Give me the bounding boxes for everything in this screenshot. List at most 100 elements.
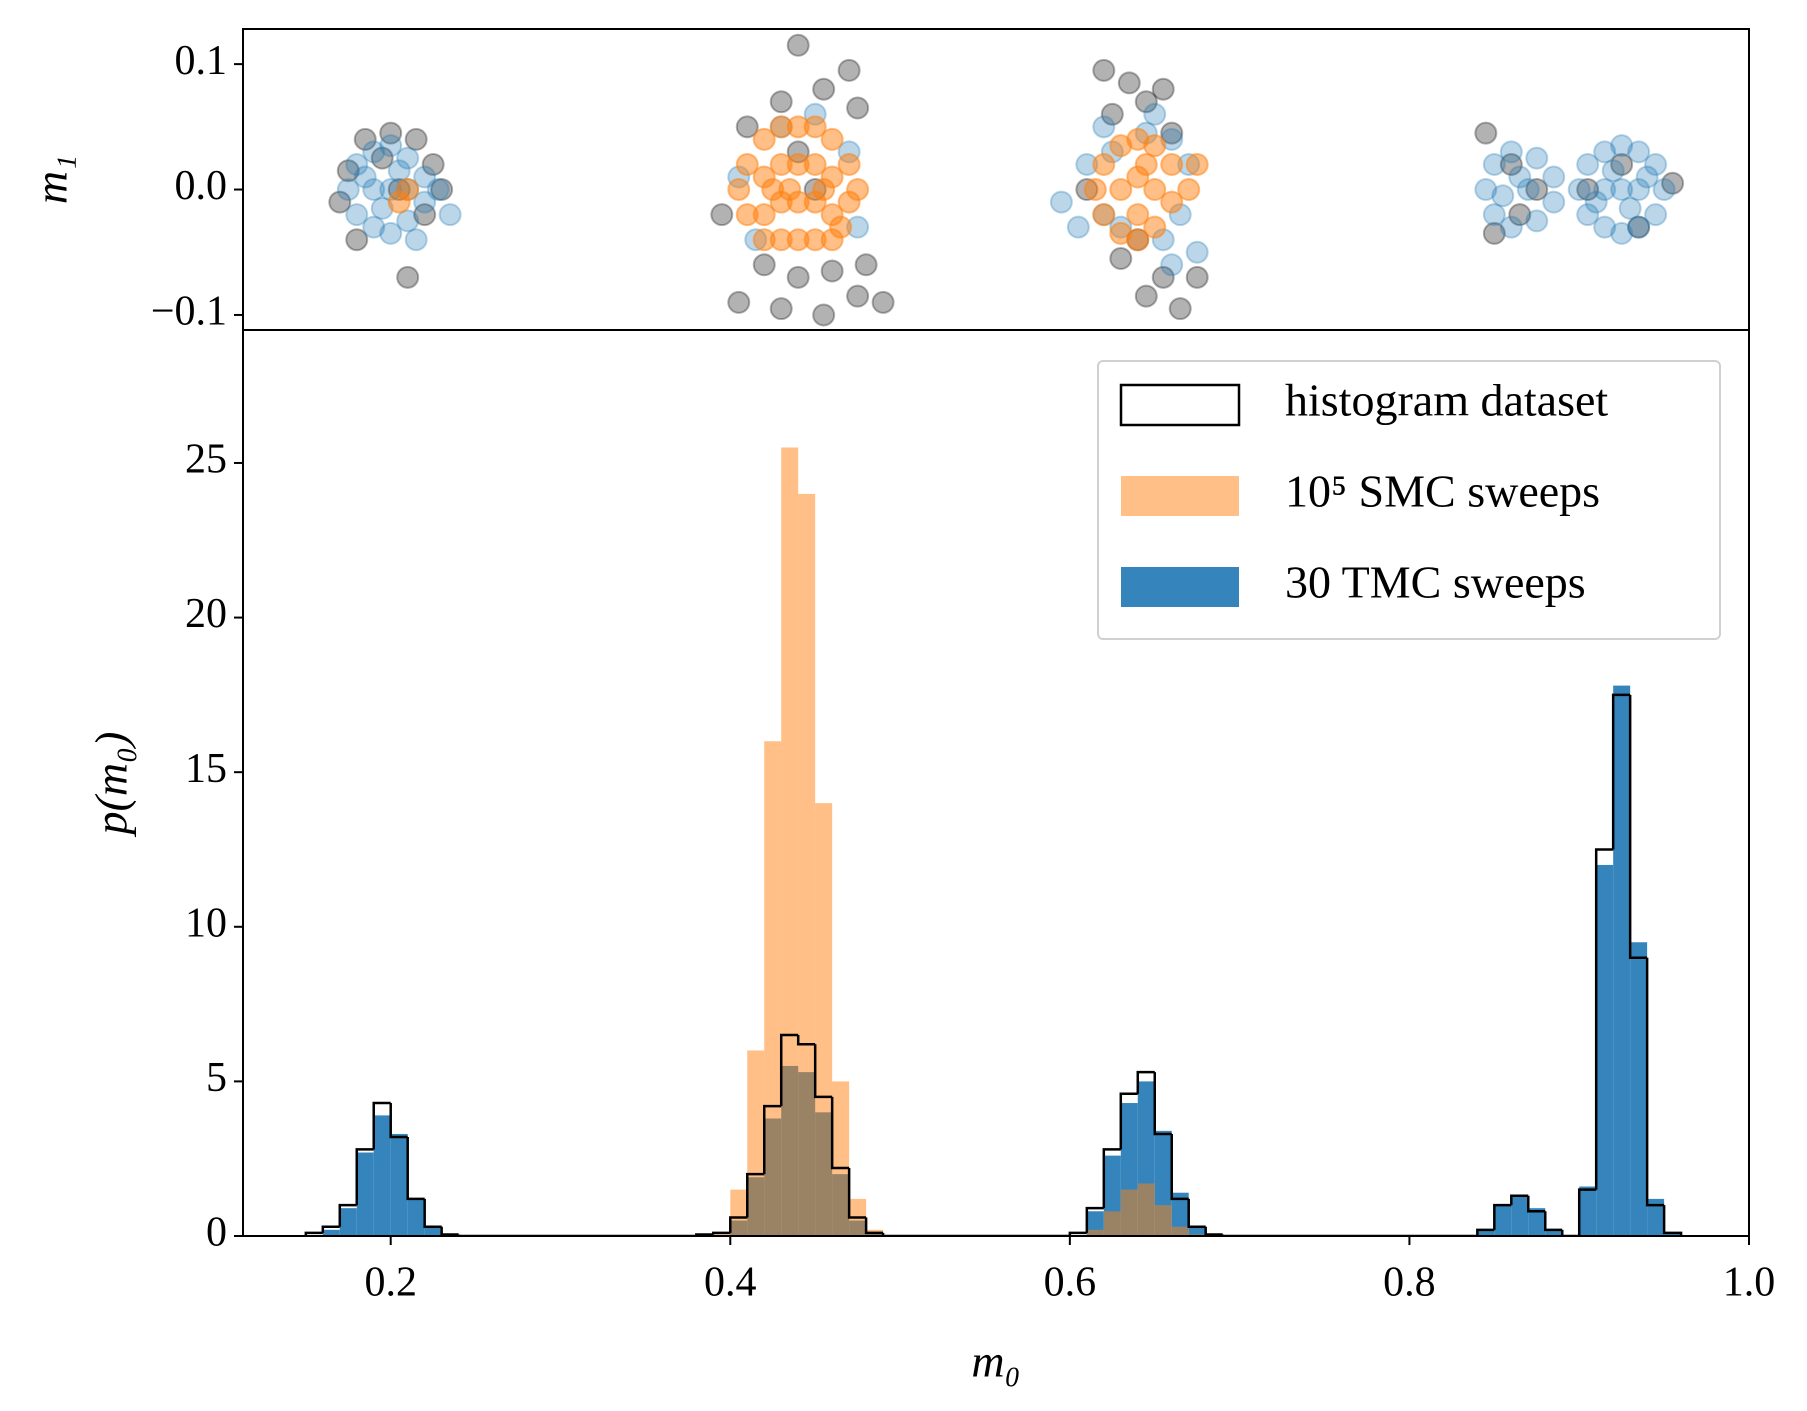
scatter-point	[1151, 77, 1175, 101]
scatter-point	[1185, 152, 1209, 176]
scatter-point	[871, 290, 895, 314]
scatter-point	[336, 178, 360, 202]
scatter-point	[1185, 240, 1209, 264]
hist-bar	[1477, 1229, 1495, 1236]
scatter-point	[387, 159, 411, 183]
step-bin	[423, 1198, 442, 1228]
scatter-point	[379, 221, 403, 245]
legend-label: 30 TMC sweeps	[1285, 557, 1586, 608]
step-bin	[813, 1044, 833, 1099]
hist-bar	[390, 1133, 408, 1236]
scatter-point	[413, 203, 437, 227]
scatter-point	[710, 203, 734, 227]
hist-bar	[1596, 864, 1614, 1236]
scatter-point	[396, 209, 420, 233]
scatter-point	[803, 152, 827, 176]
x-tick-label: 0.6	[1044, 1260, 1097, 1306]
panel: 0.1 0.0 −0.1 m₁	[26, 28, 1750, 335]
y-tick-label: 5	[206, 1055, 227, 1101]
hist-bar	[1086, 1229, 1104, 1236]
scatter-point	[837, 152, 861, 176]
scatter-point	[1126, 228, 1150, 252]
scatter-point	[1593, 215, 1617, 239]
scatter-point	[1100, 102, 1124, 126]
scatter-point	[1516, 178, 1540, 202]
hist-bar	[1545, 1229, 1563, 1236]
scatter-point	[752, 127, 776, 151]
step-bin	[762, 1104, 782, 1175]
scatter-point	[1066, 215, 1090, 239]
hist-bar	[1171, 1226, 1189, 1236]
scatter-point	[1610, 221, 1634, 245]
step-bin	[1544, 1211, 1563, 1232]
y-tick-label: 0	[206, 1210, 227, 1256]
scatter-point	[404, 228, 428, 252]
y-tick-label: 25	[185, 437, 227, 483]
step-bin	[1628, 694, 1648, 959]
scatter-point	[1168, 297, 1192, 321]
scatter-point	[1525, 209, 1549, 233]
step-bin	[1068, 1231, 1087, 1236]
scatter-point	[1627, 178, 1651, 202]
scatter-point	[1644, 152, 1668, 176]
scatter-point	[1160, 253, 1184, 277]
hist-bar	[1511, 1195, 1529, 1236]
scatter-point	[735, 152, 759, 176]
scatter-point	[1610, 134, 1634, 158]
scatter-point	[1134, 284, 1158, 308]
step-bin	[1527, 1195, 1546, 1213]
scatter-point	[1525, 146, 1549, 170]
scatter-point	[1126, 203, 1150, 227]
step-bin	[746, 1172, 765, 1218]
x-tick-label: 0.2	[364, 1260, 417, 1306]
step-bin	[712, 1231, 731, 1235]
scatter-point	[1049, 190, 1073, 214]
legend-label: histogram dataset	[1285, 375, 1608, 426]
hist-bar	[1528, 1208, 1546, 1236]
scatter-point	[727, 178, 751, 202]
y-tick-label: 20	[185, 591, 227, 637]
scatter-point	[1627, 140, 1651, 164]
scatter-point	[837, 58, 861, 82]
plot-area	[328, 33, 1685, 327]
scatter-point	[735, 115, 759, 139]
step-bin	[779, 1033, 799, 1107]
scatter-point	[1627, 215, 1651, 239]
step-bin	[864, 1217, 884, 1235]
hist-bar	[1494, 1205, 1512, 1236]
step-bin	[1102, 1148, 1121, 1209]
scatter-point	[1508, 203, 1532, 227]
step-bin	[457, 1234, 476, 1236]
legend-box	[1097, 360, 1721, 640]
legend-swatch	[1119, 383, 1241, 427]
hist-bar	[339, 1208, 357, 1236]
step-bin	[389, 1103, 408, 1139]
scatter-point	[820, 127, 844, 151]
scatter-point	[1185, 265, 1209, 289]
scatter-point	[1474, 178, 1498, 202]
legend-swatch	[1121, 476, 1239, 516]
y-tick-label: 15	[185, 746, 227, 792]
scatter-point	[379, 134, 403, 158]
y-tick-label: 0.0	[175, 163, 228, 209]
x-tick-label: 0.4	[704, 1260, 757, 1306]
step-bin	[881, 1232, 901, 1236]
scatter-point	[387, 190, 411, 214]
scatter-point	[1610, 178, 1634, 202]
hist-bar	[798, 493, 816, 1236]
scatter-point	[1109, 178, 1133, 202]
scatter-point	[336, 159, 360, 183]
scatter-point	[413, 190, 437, 214]
scatter-point	[1499, 140, 1523, 164]
scatter-point	[362, 215, 386, 239]
scatter-point	[421, 152, 445, 176]
scatter-point	[1474, 121, 1498, 145]
scatter-point	[1567, 178, 1591, 202]
step-bin	[321, 1225, 340, 1233]
legend-swatch	[1121, 567, 1239, 607]
hist-bar	[407, 1198, 425, 1236]
scatter-point	[396, 146, 420, 170]
scatter-point	[1652, 178, 1676, 202]
scatter-point	[1092, 152, 1116, 176]
